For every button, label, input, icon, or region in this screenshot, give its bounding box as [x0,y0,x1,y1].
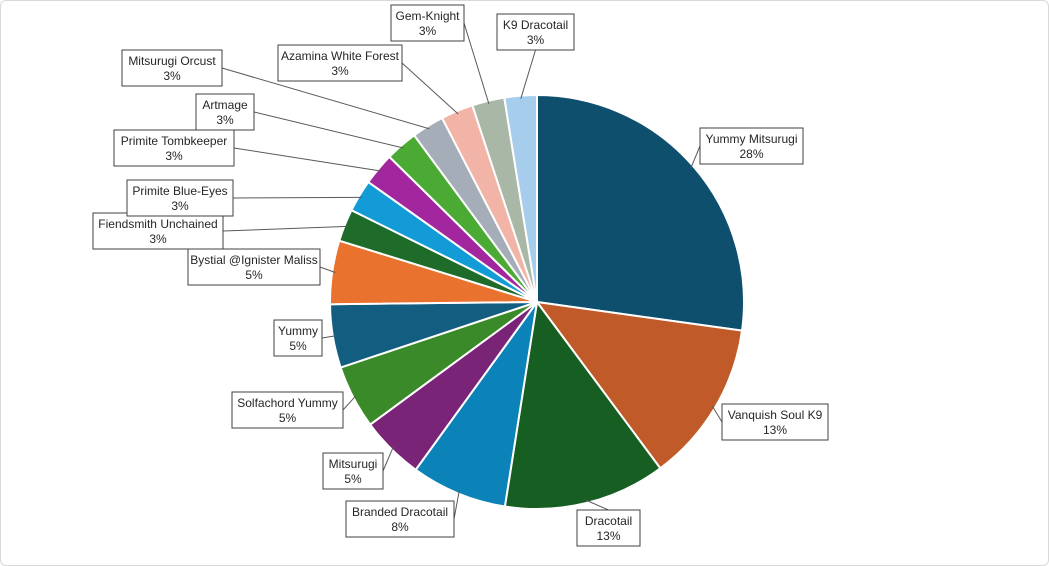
pie-slice[interactable] [414,301,538,508]
data-label-percent: 3% [165,149,183,163]
data-label-box [699,127,804,165]
leader-line [319,266,336,273]
data-label-name: Vanquish Soul K9 [728,408,823,422]
data-label-name: Mitsurugi Orcust [128,54,216,68]
data-label-name: K9 Dracotail [503,18,568,32]
leader-line [342,395,357,411]
data-label-box [126,179,234,217]
data-label-name: Yummy Mitsurugi [705,132,797,146]
leader-line [520,49,536,99]
leader-line [711,405,723,423]
pie-slice[interactable] [503,299,662,510]
data-label-name: Gem-Knight [395,9,460,23]
data-label-box [195,93,255,131]
data-label-box [721,403,829,441]
data-label-percent: 3% [216,113,234,127]
data-label-percent: 8% [391,520,409,534]
leader-line [453,490,460,520]
data-label-name: Yummy [278,324,318,338]
data-label-percent: 5% [289,339,307,353]
data-label-percent: 3% [149,232,167,246]
data-label-percent: 5% [279,411,297,425]
data-label-box [322,452,384,490]
data-label-percent: 13% [596,529,620,543]
data-label-name: Branded Dracotail [352,505,448,519]
data-label-box [273,319,323,357]
data-label-box [277,44,403,82]
data-label-box [390,4,465,42]
data-label-box [121,49,223,87]
data-label-name: Primite Tombkeeper [121,134,228,148]
data-label-percent: 3% [419,24,437,38]
data-label-box [187,248,321,286]
data-label-box [113,129,235,167]
leader-line [221,67,430,130]
data-label-percent: 13% [763,423,787,437]
data-label-percent: 3% [527,33,545,47]
data-label-percent: 3% [331,64,349,78]
leader-line [382,446,394,472]
data-label-box [576,509,641,547]
leader-line [585,499,609,511]
leader-line [401,62,459,115]
pie-slice[interactable] [536,93,745,332]
data-label-name: Primite Blue-Eyes [132,184,227,198]
data-label-percent: 28% [739,147,763,161]
leader-line [690,145,701,169]
data-label-name: Fiendsmith Unchained [98,217,217,231]
data-label-box [496,13,575,51]
leader-line [233,147,381,172]
data-label-box [92,212,224,250]
data-label-percent: 5% [344,472,362,486]
pie-slice[interactable] [534,300,744,470]
data-label-name: Artmage [202,98,248,112]
pie-slice[interactable] [503,93,538,303]
pie-slices [328,93,745,510]
data-label-name: Mitsurugi [329,457,378,471]
data-label-percent: 5% [245,268,263,282]
leader-line [463,22,490,105]
leader-line [222,225,348,232]
data-label-percent: 3% [171,199,189,213]
data-label-name: Azamina White Forest [281,49,400,63]
leader-line [253,111,404,149]
data-label-box [231,391,344,429]
data-label-box [345,500,455,538]
data-label-name: Solfachord Yummy [237,396,338,410]
leader-line [321,335,336,339]
data-label-name: Bystial @Ignister Maliss [190,253,318,267]
leader-line [232,196,363,199]
data-label-percent: 3% [163,69,181,83]
data-label-name: Dracotail [585,514,632,528]
